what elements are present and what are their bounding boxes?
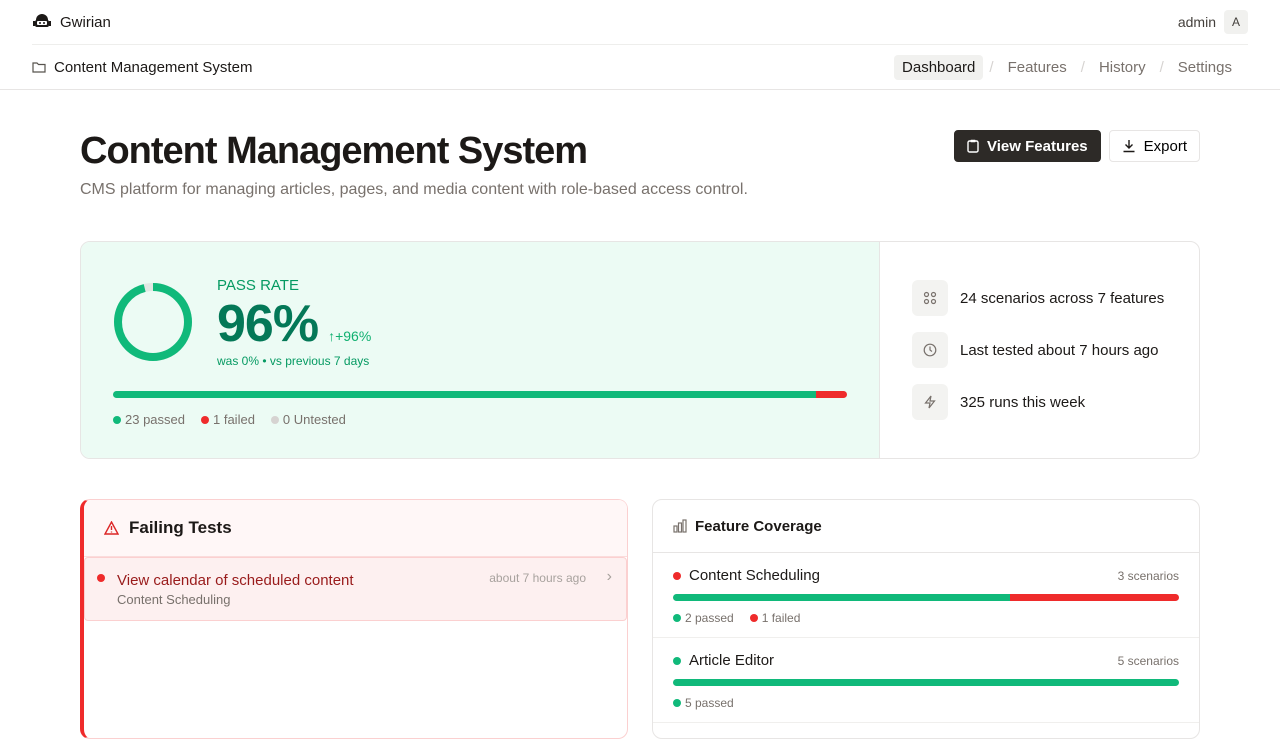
feature-status-dot [673, 572, 681, 580]
pass-rate-bar [113, 391, 847, 398]
tab-history[interactable]: History [1098, 58, 1146, 76]
bar-passed-segment [113, 391, 817, 398]
pass-rate-label: PASS RATE [217, 277, 299, 294]
summary-last-tested: Last tested about 7 hours ago [912, 332, 1164, 368]
pass-rate-panel: PASS RATE 96% ↑+96% was 0% • vs previous… [81, 242, 880, 458]
page-description: CMS platform for managing articles, page… [80, 181, 748, 198]
pass-rate-ring-fill [114, 283, 192, 361]
failing-test-name: View calendar of scheduled content [117, 572, 354, 589]
tab-settings[interactable]: Settings [1177, 58, 1232, 76]
breadcrumb-project: Content Management System [54, 58, 253, 76]
fail-status-dot [97, 574, 105, 582]
legend-passed: 23 passed [113, 412, 185, 427]
feature-passed: 2 passed [673, 611, 734, 625]
page-header: Content Management System CMS platform f… [80, 130, 1200, 199]
legend-failed: 1 failed [201, 412, 255, 427]
nav-separator: / [1080, 58, 1085, 76]
tab-features[interactable]: Features [1007, 58, 1067, 76]
warning-icon [104, 521, 119, 535]
summary-scenarios: 24 scenarios across 7 features [912, 280, 1164, 316]
breadcrumb[interactable]: Content Management System [32, 59, 252, 76]
failing-tests-card: Failing Tests View calendar of scheduled… [80, 499, 628, 739]
pass-rate-value: 96% [217, 295, 319, 353]
export-button[interactable]: Export [1108, 130, 1200, 162]
pass-rate-legend: 23 passed 1 failed 0 Untested [113, 412, 847, 427]
avatar[interactable]: A [1224, 10, 1248, 34]
feature-status-dot [673, 657, 681, 665]
export-label: Export [1143, 137, 1187, 155]
page-title: Content Management System [80, 130, 588, 172]
pass-rate-ring [114, 283, 192, 361]
failing-tests-title: Failing Tests [129, 518, 232, 537]
clipboard-icon [967, 139, 979, 153]
feature-progress-bar [673, 594, 1179, 601]
bar-failed-segment [1010, 594, 1179, 601]
failing-test-item[interactable]: View calendar of scheduled content Conte… [84, 557, 627, 621]
summary-runs: 325 runs this week [912, 384, 1164, 420]
feature-scenario-count: 3 scenarios [1117, 568, 1179, 583]
summary-panel: 24 scenarios across 7 features Last test… [880, 242, 1196, 458]
feature-coverage-card: Feature Coverage Content Scheduling 3 sce… [652, 499, 1200, 739]
grid-icon [912, 280, 948, 316]
folder-icon [32, 62, 46, 73]
main: Content Management System CMS platform f… [0, 130, 1280, 739]
zap-icon [912, 384, 948, 420]
feature-name: Article Editor [689, 652, 775, 669]
clock-icon [912, 332, 948, 368]
feature-row[interactable]: Content Scheduling 3 scenarios 2 passed 1 … [653, 553, 1199, 638]
bar-failed-segment [816, 391, 847, 398]
failing-test-time: about 7 hours ago [489, 571, 586, 585]
chevron-right-icon: › [606, 568, 612, 585]
feature-scenario-count: 5 scenarios [1117, 653, 1179, 668]
username: admin [1177, 14, 1216, 30]
feature-coverage-title: Feature Coverage [695, 517, 822, 535]
view-features-label: View Features [987, 137, 1088, 155]
app-name: Gwirian [60, 13, 111, 31]
feature-row[interactable]: Article Editor 5 scenarios 5 passed [653, 638, 1199, 723]
failing-test-feature: Content Scheduling [117, 592, 231, 607]
stats-card: PASS RATE 96% ↑+96% was 0% • vs previous… [80, 241, 1200, 459]
feature-progress-bar [673, 679, 1179, 686]
top-bar: Gwirian admin A [32, 0, 1248, 45]
project-nav: Dashboard / Features / History / Settings [894, 54, 1240, 80]
user-menu[interactable]: admin A [1178, 10, 1248, 34]
bar-chart-icon [673, 519, 687, 533]
sub-bar: Content Management System Dashboard / Fea… [0, 45, 1280, 90]
pass-rate-delta-value: +96% [335, 328, 372, 344]
pass-rate-delta: ↑+96% [328, 328, 372, 344]
bar-passed-segment [673, 679, 1179, 686]
bar-passed-segment [673, 594, 1011, 601]
feature-name: Content Scheduling [689, 567, 820, 584]
nav-separator: / [1159, 58, 1164, 76]
feature-failed: 1 failed [749, 611, 800, 625]
pass-rate-comparison: was 0% • vs previous 7 days [217, 354, 370, 368]
robot-logo-icon [33, 14, 51, 27]
nav-separator: / [989, 58, 994, 76]
brand[interactable]: Gwirian [32, 13, 111, 31]
feature-passed: 5 passed [673, 696, 734, 710]
view-features-button[interactable]: View Features [954, 130, 1101, 162]
legend-untested: 0 Untested [270, 412, 346, 427]
download-icon [1123, 140, 1135, 153]
tab-dashboard[interactable]: Dashboard [894, 54, 984, 80]
